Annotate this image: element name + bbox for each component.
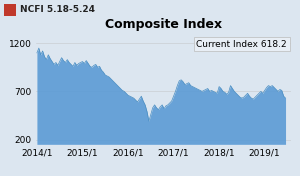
Text: NCFI 5.18-5.24: NCFI 5.18-5.24: [20, 5, 95, 14]
Bar: [4, 4, 16, 16]
Text: Current Index 618.2: Current Index 618.2: [196, 40, 287, 49]
Title: Composite Index: Composite Index: [105, 18, 222, 30]
